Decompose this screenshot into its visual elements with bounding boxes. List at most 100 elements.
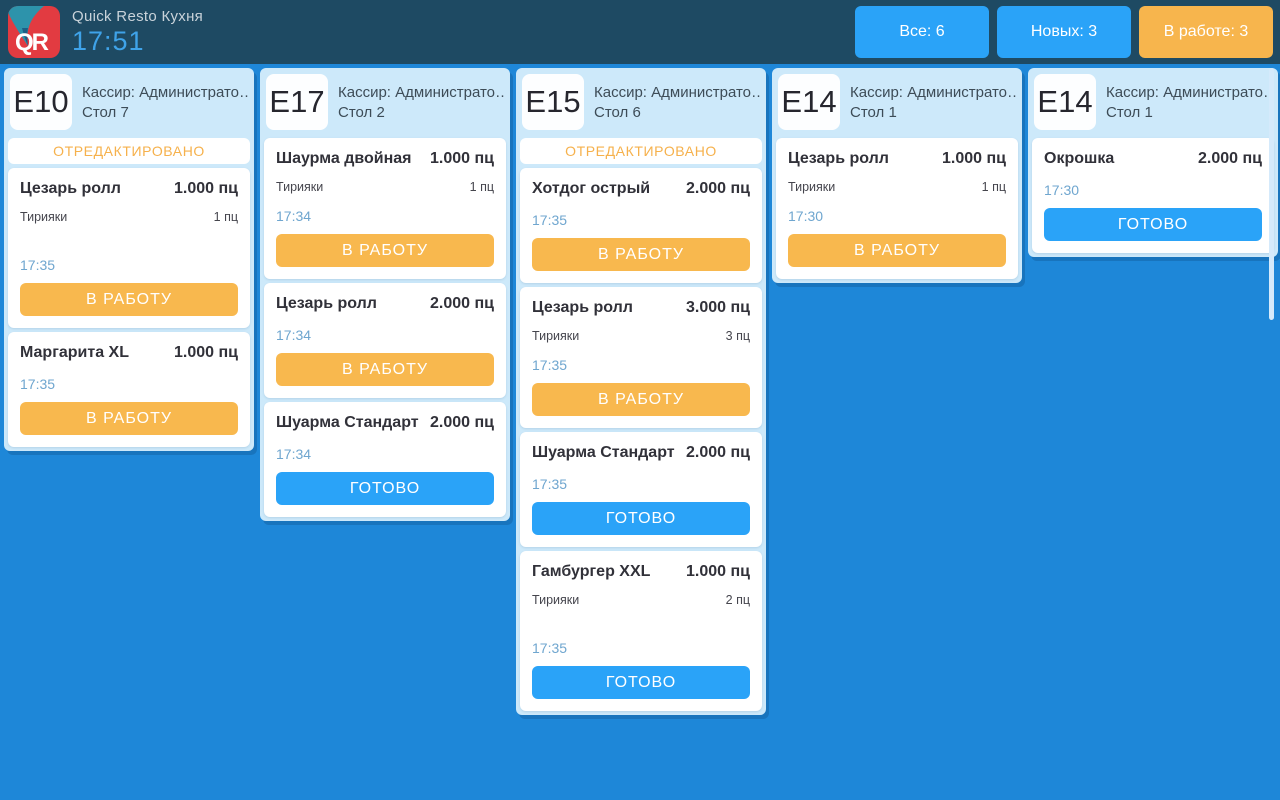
order-table: Стол 6 [594,103,641,121]
item-row: Окрошка 2.000 пц [1044,150,1262,168]
item-quantity: 2.000 пц [1198,150,1262,167]
order-info: Кассир: Администрато… Стол 2 [338,83,504,122]
item-row: Маргарита XL 1.000 пц [20,344,238,362]
to-work-button[interactable]: В РАБОТУ [276,353,494,386]
ready-button[interactable]: ГОТОВО [276,472,494,505]
item-quantity: 1.000 пц [686,563,750,580]
order-item: Цезарь ролл 1.000 пц Тирияки 1 пц 17:30 В… [776,138,1018,279]
order-table: Стол 1 [1106,103,1153,121]
filter-button[interactable]: Новых: 3 [997,6,1131,58]
order-info: Кассир: Администрато… Стол 1 [1106,83,1272,122]
ready-button[interactable]: ГОТОВО [532,502,750,535]
item-time: 17:35 [20,257,56,273]
app-title: Quick Resto Кухня [72,7,204,25]
to-work-button[interactable]: В РАБОТУ [532,383,750,416]
order-code-badge: E14 [1034,74,1096,130]
order-code-badge: E10 [10,74,72,130]
order-cashier: Кассир: Администрато… [82,83,248,101]
order-item: Шуарма Стандарт 2.000 пц 17:34 ГОТОВО [264,402,506,517]
item-quantity: 2.000 пц [430,295,494,312]
item-row: Шуарма Стандарт 2.000 пц [532,444,750,462]
order-item: Маргарита XL 1.000 пц 17:35 В РАБОТУ [8,332,250,447]
orders-board: E10 Кассир: Администрато… Стол 7 ОТРЕДАК… [0,64,1280,800]
order-item: Цезарь ролл 2.000 пц 17:34 В РАБОТУ [264,283,506,398]
item-name: Цезарь ролл [276,295,377,312]
item-row: Шуарма Стандарт 2.000 пц [276,414,494,432]
to-work-button[interactable]: В РАБОТУ [276,234,494,267]
item-name: Гамбургер XXL [532,563,651,580]
item-time: 17:35 [532,357,568,373]
item-modifier-row: Тирияки 2 пц [532,593,750,607]
order-header: E14 Кассир: Администрато… Стол 1 [1032,72,1274,134]
order-cashier: Кассир: Администрато… [338,83,504,101]
item-quantity: 1.000 пц [430,150,494,167]
order-item: Гамбургер XXL 1.000 пц Тирияки 2 пц 17:3… [520,551,762,711]
order-cashier: Кассир: Администрато… [594,83,760,101]
scrollbar-thumb[interactable] [1269,68,1274,320]
item-row: Цезарь ролл 3.000 пц [532,299,750,317]
item-quantity: 3.000 пц [686,299,750,316]
item-time: 17:34 [276,327,312,343]
order-info: Кассир: Администрато… Стол 1 [850,83,1016,122]
item-row: Шаурма двойная 1.000 пц [276,150,494,168]
order-info: Кассир: Администрато… Стол 6 [594,83,760,122]
item-row: Хотдог острый 2.000 пц [532,180,750,198]
item-row: Цезарь ролл 1.000 пц [788,150,1006,168]
order-header: E15 Кассир: Администрато… Стол 6 [520,72,762,134]
item-quantity: 2.000 пц [686,444,750,461]
item-name: Шуарма Стандарт [276,414,419,431]
order-cashier: Кассир: Администрато… [1106,83,1272,101]
item-name: Маргарита XL [20,344,129,361]
ready-button[interactable]: ГОТОВО [1044,208,1262,241]
order-item: Окрошка 2.000 пц 17:30 ГОТОВО [1032,138,1274,253]
modifier-quantity: 3 пц [725,329,750,343]
logo-text: QR [15,29,49,56]
to-work-button[interactable]: В РАБОТУ [20,283,238,316]
to-work-button[interactable]: В РАБОТУ [532,238,750,271]
item-time: 17:30 [788,208,824,224]
quick-resto-logo-icon: QR [8,6,60,58]
item-time: 17:35 [532,212,568,228]
item-name: Окрошка [1044,150,1115,167]
edited-badge: ОТРЕДАКТИРОВАНО [520,138,762,164]
order-code-badge: E14 [778,74,840,130]
order-card: E14 Кассир: Администрато… Стол 1 Окрошка… [1028,68,1278,257]
item-time: 17:34 [276,208,312,224]
item-modifier-row: Тирияки 1 пц [276,180,494,194]
filter-button[interactable]: В работе: 3 [1139,6,1273,58]
item-name: Хотдог острый [532,180,651,197]
item-spacer [532,607,750,626]
item-time: 17:34 [276,446,312,462]
modifier-quantity: 1 пц [213,210,238,224]
to-work-button[interactable]: В РАБОТУ [20,402,238,435]
order-item: Шуарма Стандарт 2.000 пц 17:35 ГОТОВО [520,432,762,547]
order-code-badge: E15 [522,74,584,130]
item-quantity: 2.000 пц [430,414,494,431]
modifier-quantity: 1 пц [981,180,1006,194]
modifier-name: Тирияки [788,180,836,194]
item-quantity: 1.000 пц [174,344,238,361]
modifier-quantity: 2 пц [725,593,750,607]
item-row: Цезарь ролл 1.000 пц [20,180,238,198]
item-row: Цезарь ролл 2.000 пц [276,295,494,313]
ready-button[interactable]: ГОТОВО [532,666,750,699]
item-name: Цезарь ролл [532,299,633,316]
modifier-quantity: 1 пц [469,180,494,194]
item-spacer [20,224,238,243]
order-header: E17 Кассир: Администрато… Стол 2 [264,72,506,134]
item-name: Цезарь ролл [788,150,889,167]
to-work-button[interactable]: В РАБОТУ [788,234,1006,267]
item-time: 17:35 [20,376,56,392]
order-card: E17 Кассир: Администрато… Стол 2 Шаурма … [260,68,510,521]
topbar: QR Quick Resto Кухня 17:51 Все: 6 Новых: … [0,0,1280,64]
order-item: Цезарь ролл 3.000 пц Тирияки 3 пц 17:35 В… [520,287,762,428]
item-modifier-row: Тирияки 1 пц [20,210,238,224]
edited-badge: ОТРЕДАКТИРОВАНО [8,138,250,164]
filter-button[interactable]: Все: 6 [855,6,989,58]
item-modifier-row: Тирияки 1 пц [788,180,1006,194]
order-item: Шаурма двойная 1.000 пц Тирияки 1 пц 17:… [264,138,506,279]
item-row: Гамбургер XXL 1.000 пц [532,563,750,581]
item-time: 17:30 [1044,182,1080,198]
item-quantity: 1.000 пц [942,150,1006,167]
